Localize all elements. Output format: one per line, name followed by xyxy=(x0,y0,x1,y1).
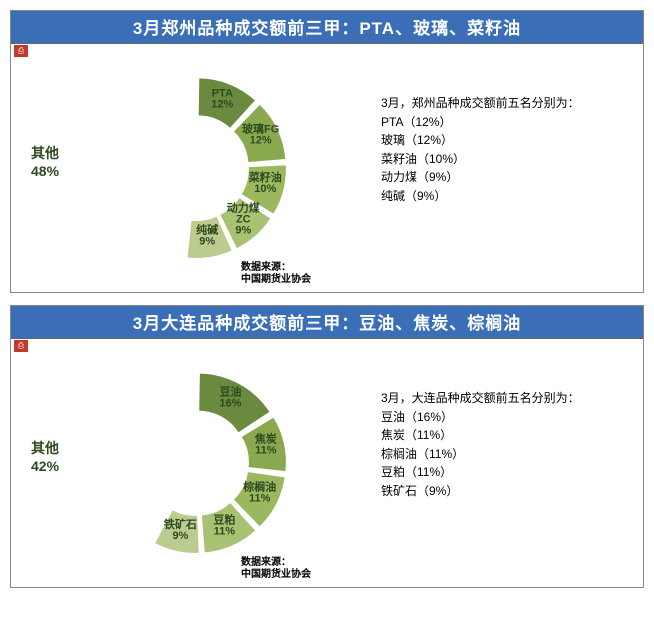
segment-label: PTA12% xyxy=(211,88,233,111)
desc-line: 纯碱（9%） xyxy=(381,187,633,206)
chart-panel: 3月大连品种成交额前三甲：豆油、焦炭、棕榈油⎙其他42%豆油16%焦炭11%棕榈… xyxy=(10,305,644,588)
other-label: 其他42% xyxy=(31,439,59,475)
desc-intro: 3月，郑州品种成交额前五名分别为： xyxy=(381,94,633,113)
desc-line: 豆油（16%） xyxy=(381,408,633,427)
chart-area: 其他42%豆油16%焦炭11%棕榈油11%豆粕11%铁矿石9% xyxy=(11,339,381,587)
desc-line: 菜籽油（10%） xyxy=(381,150,633,169)
description-block: 3月，郑州品种成交额前五名分别为：PTA（12%）玻璃（12%）菜籽油（10%）… xyxy=(381,44,643,292)
desc-intro: 3月，大连品种成交额前五名分别为： xyxy=(381,389,633,408)
source-note: 数据来源：中国期货业协会 xyxy=(241,262,311,286)
segment-label: 焦炭11% xyxy=(254,431,277,456)
chart-body: 其他42%豆油16%焦炭11%棕榈油11%豆粕11%铁矿石9%3月，大连品种成交… xyxy=(11,339,643,587)
panel-title: 3月大连品种成交额前三甲：豆油、焦炭、棕榈油 xyxy=(11,306,643,339)
donut-chart: PTA12%玻璃FG12%菜籽油10%动力煤ZC9%纯碱9% xyxy=(26,53,366,283)
chart-panel: 3月郑州品种成交额前三甲：PTA、玻璃、菜籽油⎙其他48%PTA12%玻璃FG1… xyxy=(10,10,644,293)
chart-area: 其他48%PTA12%玻璃FG12%菜籽油10%动力煤ZC9%纯碱9% xyxy=(11,44,381,292)
source-note: 数据来源：中国期货业协会 xyxy=(241,557,311,581)
panel-title: 3月郑州品种成交额前三甲：PTA、玻璃、菜籽油 xyxy=(11,11,643,44)
desc-line: 棕榈油（11%） xyxy=(381,445,633,464)
desc-line: 焦炭（11%） xyxy=(381,426,633,445)
desc-line: 豆粕（11%） xyxy=(381,463,633,482)
desc-line: 铁矿石（9%） xyxy=(381,482,633,501)
desc-line: 玻璃（12%） xyxy=(381,131,633,150)
desc-line: PTA（12%） xyxy=(381,113,633,132)
segment-label: 纯碱9% xyxy=(196,223,218,248)
other-label: 其他48% xyxy=(31,144,59,180)
chart-body: 其他48%PTA12%玻璃FG12%菜籽油10%动力煤ZC9%纯碱9%3月，郑州… xyxy=(11,44,643,292)
description-block: 3月，大连品种成交额前五名分别为：豆油（16%）焦炭（11%）棕榈油（11%）豆… xyxy=(381,339,643,587)
desc-line: 动力煤（9%） xyxy=(381,168,633,187)
donut-chart: 豆油16%焦炭11%棕榈油11%豆粕11%铁矿石9% xyxy=(26,348,366,578)
segment-label: 豆粕11% xyxy=(213,513,235,538)
segment-label: 豆油16% xyxy=(219,384,241,409)
